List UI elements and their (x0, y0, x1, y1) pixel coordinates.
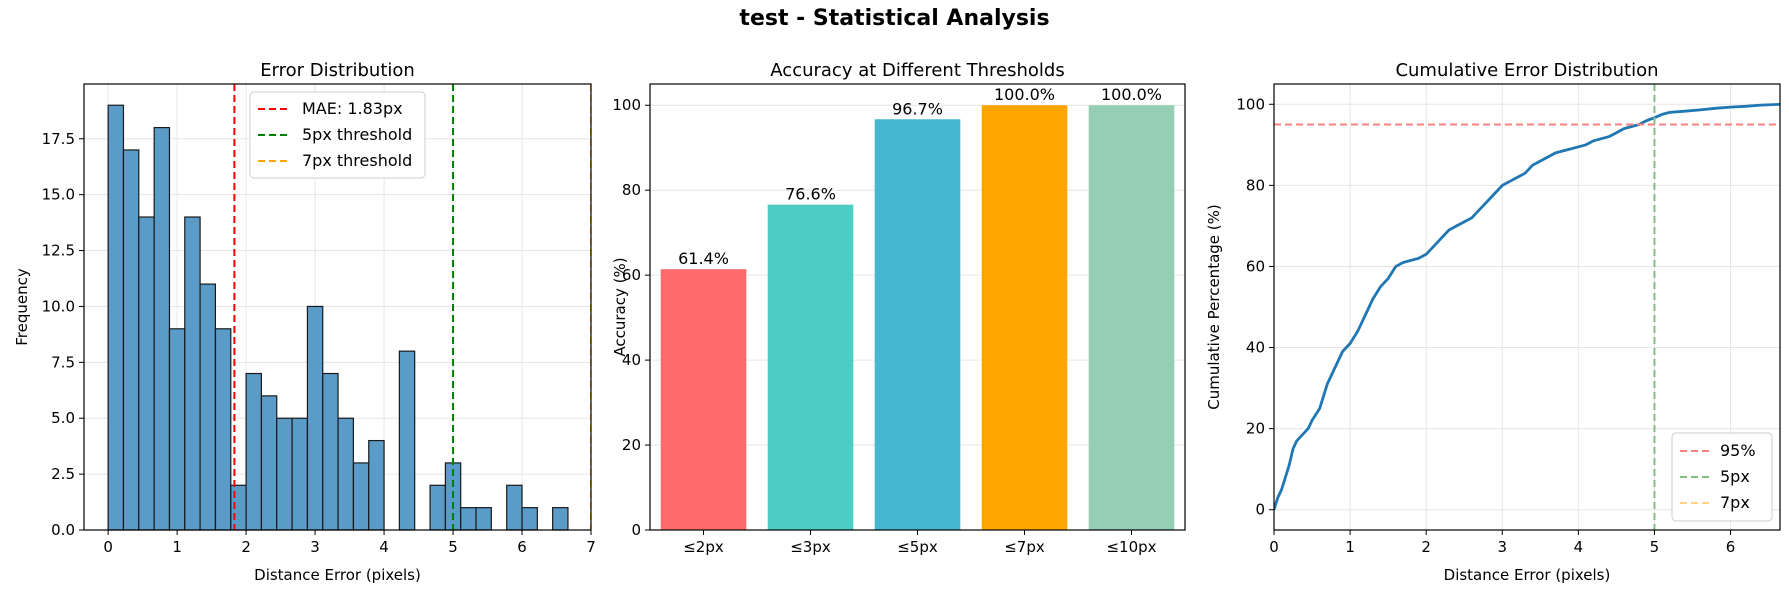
legend-label: 7px (1720, 493, 1750, 512)
x-tick-label: ≤2px (683, 538, 724, 556)
x-tick-label: 3 (310, 538, 320, 556)
subplot-title: Cumulative Error Distribution (1395, 60, 1658, 81)
x-tick-label: 5 (1650, 538, 1660, 556)
plot-frame (83, 83, 592, 531)
histogram-bar (138, 216, 155, 531)
x-tick-label: 3 (1497, 538, 1507, 556)
histogram-bar (352, 462, 370, 531)
y-tick-label: 20 (622, 436, 641, 454)
histogram-bar (368, 439, 385, 531)
plot-frame (1273, 83, 1781, 531)
x-tick-label: 0 (1269, 538, 1279, 556)
x-tick-label: 6 (517, 538, 527, 556)
y-tick-label: 80 (1246, 176, 1265, 194)
y-tick-label: 2.5 (51, 465, 75, 483)
accuracy-bar (1088, 105, 1175, 530)
histogram-bar (276, 417, 293, 531)
y-tick-label: 40 (1246, 339, 1265, 357)
y-tick-label: 40 (622, 351, 641, 369)
accuracy-bar (981, 105, 1068, 530)
y-tick-label: 20 (1246, 420, 1265, 438)
figure-title: test - Statistical Analysis (739, 6, 1050, 31)
histogram-bar (107, 104, 125, 531)
histogram-bar (398, 350, 416, 531)
accuracy-bar (874, 119, 961, 530)
x-tick-label: 0 (103, 538, 113, 556)
y-axis-label: Accuracy (%) (611, 257, 629, 356)
histogram-bar (230, 484, 247, 531)
legend-box (249, 91, 426, 179)
x-tick-label: 4 (1574, 538, 1584, 556)
y-tick-label: 7.5 (51, 353, 75, 371)
y-tick-label: 100 (1236, 95, 1265, 113)
legend-label: 5px threshold (302, 125, 412, 144)
y-tick-label: 60 (1246, 257, 1265, 275)
x-tick-label: 5 (448, 538, 458, 556)
bar-value-label: 100.0% (1101, 85, 1162, 104)
y-tick-label: 10.0 (42, 297, 75, 315)
histogram-bar (552, 507, 569, 531)
bar-value-label: 61.4% (678, 249, 729, 268)
histogram-bar (260, 395, 278, 531)
histogram-bar (122, 149, 140, 531)
histogram-bar (184, 216, 201, 531)
x-tick-label: 1 (172, 538, 182, 556)
x-axis-label: Distance Error (pixels) (254, 566, 421, 584)
x-tick-label: 2 (241, 538, 251, 556)
x-tick-label: 7 (586, 538, 596, 556)
bar-value-label: 100.0% (994, 85, 1055, 104)
histogram-bar (168, 328, 186, 531)
bar-value-label: 96.7% (892, 99, 943, 118)
y-tick-label: 80 (622, 181, 641, 199)
histogram-bar (153, 126, 171, 531)
histogram-bar (429, 484, 446, 531)
y-tick-label: 100 (612, 96, 641, 114)
histogram-bar (506, 484, 523, 531)
legend-label: 7px threshold (302, 151, 412, 170)
bar-value-label: 76.6% (785, 185, 836, 204)
histogram-bar (214, 328, 232, 531)
y-tick-label: 0.0 (51, 521, 75, 539)
legend-label: 95% (1720, 441, 1756, 460)
legend-box (1671, 432, 1773, 522)
subplot-title: Accuracy at Different Thresholds (770, 60, 1064, 81)
x-tick-label: ≤3px (790, 538, 831, 556)
histogram-bar (245, 372, 263, 531)
x-tick-label: 6 (1726, 538, 1736, 556)
histogram-bar (199, 283, 217, 531)
accuracy-bar (767, 204, 854, 530)
y-tick-label: 15.0 (42, 186, 75, 204)
y-tick-label: 17.5 (42, 130, 75, 148)
histogram-bar (460, 507, 477, 531)
x-tick-label: ≤10px (1106, 538, 1156, 556)
histogram-bar (337, 417, 354, 531)
y-tick-label: 12.5 (42, 242, 75, 260)
y-tick-label: 0 (1255, 501, 1265, 519)
subplot-title: Error Distribution (260, 60, 415, 81)
histogram-bar (475, 507, 492, 531)
legend-label: MAE: 1.83px (302, 99, 403, 118)
histogram-bar (322, 372, 339, 531)
histogram-bar (521, 507, 538, 531)
x-tick-label: ≤7px (1004, 538, 1045, 556)
accuracy-bar (660, 269, 747, 530)
x-axis-label: Distance Error (pixels) (1444, 566, 1611, 584)
y-tick-label: 5.0 (51, 409, 75, 427)
y-axis-label: Frequency (13, 268, 31, 346)
y-tick-label: 60 (622, 266, 641, 284)
histogram-bar (306, 305, 324, 531)
x-tick-label: 4 (379, 538, 389, 556)
histogram-bar (291, 417, 309, 531)
cumulative-line (1274, 102, 1780, 511)
y-axis-label: Cumulative Percentage (%) (1205, 204, 1223, 410)
x-tick-label: 2 (1421, 538, 1431, 556)
x-tick-label: 1 (1345, 538, 1355, 556)
y-tick-label: 0 (631, 521, 641, 539)
x-tick-label: ≤5px (897, 538, 938, 556)
legend-label: 5px (1720, 467, 1750, 486)
